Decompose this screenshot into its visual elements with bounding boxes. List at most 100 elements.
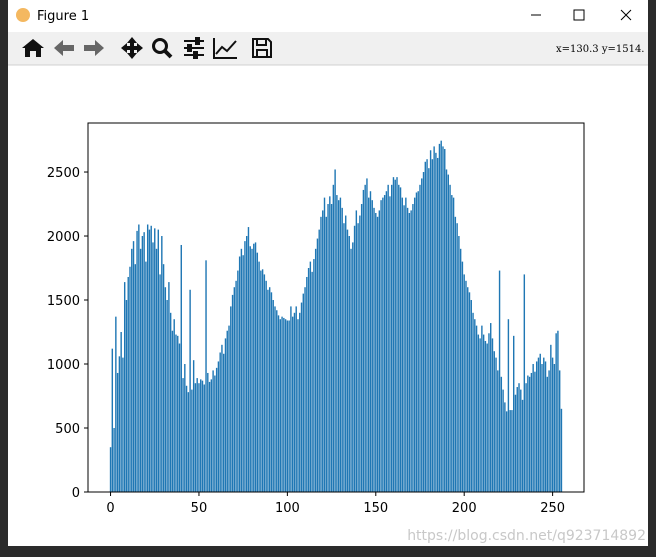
bar (468, 292, 471, 492)
bar (270, 292, 273, 492)
bar (380, 200, 382, 492)
bar (390, 184, 393, 492)
bar (235, 280, 237, 492)
bar (403, 205, 405, 492)
bar (525, 383, 527, 492)
bar (378, 210, 381, 492)
bar (201, 380, 204, 492)
bar (244, 241, 246, 492)
bar (224, 338, 227, 492)
bar (185, 385, 188, 492)
bar (196, 378, 198, 492)
bar (431, 159, 434, 492)
bar (138, 224, 140, 492)
bar (339, 197, 342, 492)
bar (254, 242, 257, 492)
bar (505, 411, 508, 492)
bar (360, 204, 363, 492)
bar (154, 228, 156, 492)
bar (330, 204, 333, 492)
bar (143, 232, 145, 493)
bar (173, 319, 175, 492)
bar (527, 375, 529, 492)
bar (221, 344, 223, 492)
bar (438, 143, 441, 492)
x-tick-label: 250 (540, 501, 565, 516)
bar (359, 215, 361, 493)
bar (417, 191, 419, 493)
bar (539, 353, 541, 492)
bar (408, 212, 411, 492)
bar (419, 184, 421, 492)
bar (191, 389, 193, 492)
bar (436, 157, 439, 493)
bar (122, 357, 124, 492)
x-tick-label: 100 (275, 501, 300, 516)
bar (318, 229, 320, 492)
bar (263, 274, 266, 492)
close-button[interactable] (620, 9, 632, 21)
bar (288, 320, 290, 492)
bar (350, 248, 352, 492)
bar (553, 364, 556, 492)
bar (500, 376, 503, 492)
bar (509, 410, 511, 492)
bar (182, 378, 184, 492)
bar (277, 315, 280, 492)
edit-axis-button[interactable] (213, 38, 237, 59)
bar (180, 244, 182, 492)
bar (189, 289, 191, 492)
bar (383, 195, 386, 492)
bar (272, 300, 274, 492)
forward-button[interactable] (84, 40, 104, 56)
bar (215, 367, 218, 492)
bar (286, 320, 289, 492)
bar (228, 325, 230, 492)
bar (451, 195, 453, 492)
bar (141, 236, 144, 492)
bar (297, 319, 299, 492)
bar (109, 447, 112, 492)
bar (493, 351, 495, 492)
bar (474, 319, 476, 492)
configure-button[interactable] (184, 37, 204, 59)
bar (238, 256, 241, 492)
bar (346, 229, 349, 492)
bar (369, 191, 372, 493)
bar (260, 270, 262, 492)
bar (304, 287, 306, 492)
bar (329, 196, 331, 492)
bar (514, 394, 517, 492)
bar (362, 189, 365, 493)
bar (284, 319, 287, 492)
save-button[interactable] (252, 38, 272, 58)
pan-button[interactable] (121, 37, 143, 59)
home-button[interactable] (22, 39, 44, 57)
bar (208, 381, 211, 492)
bar (435, 152, 437, 492)
bar (475, 325, 478, 492)
bar (212, 370, 214, 492)
bar (217, 361, 220, 492)
bar (134, 264, 137, 492)
bar (352, 242, 354, 492)
bar (129, 266, 131, 492)
back-button[interactable] (54, 40, 74, 56)
bar (447, 174, 449, 493)
zoom-button[interactable] (152, 38, 173, 59)
maximize-button[interactable] (573, 9, 585, 21)
bar (200, 379, 202, 492)
bar (132, 241, 135, 492)
bar (348, 236, 350, 492)
bar (445, 169, 448, 492)
bar (281, 316, 283, 492)
bar (302, 293, 304, 492)
bar (150, 225, 152, 492)
bar (498, 270, 501, 492)
bar (343, 223, 345, 493)
bar (127, 276, 129, 492)
bar (293, 312, 296, 492)
bar (325, 216, 327, 492)
bar (169, 312, 172, 492)
